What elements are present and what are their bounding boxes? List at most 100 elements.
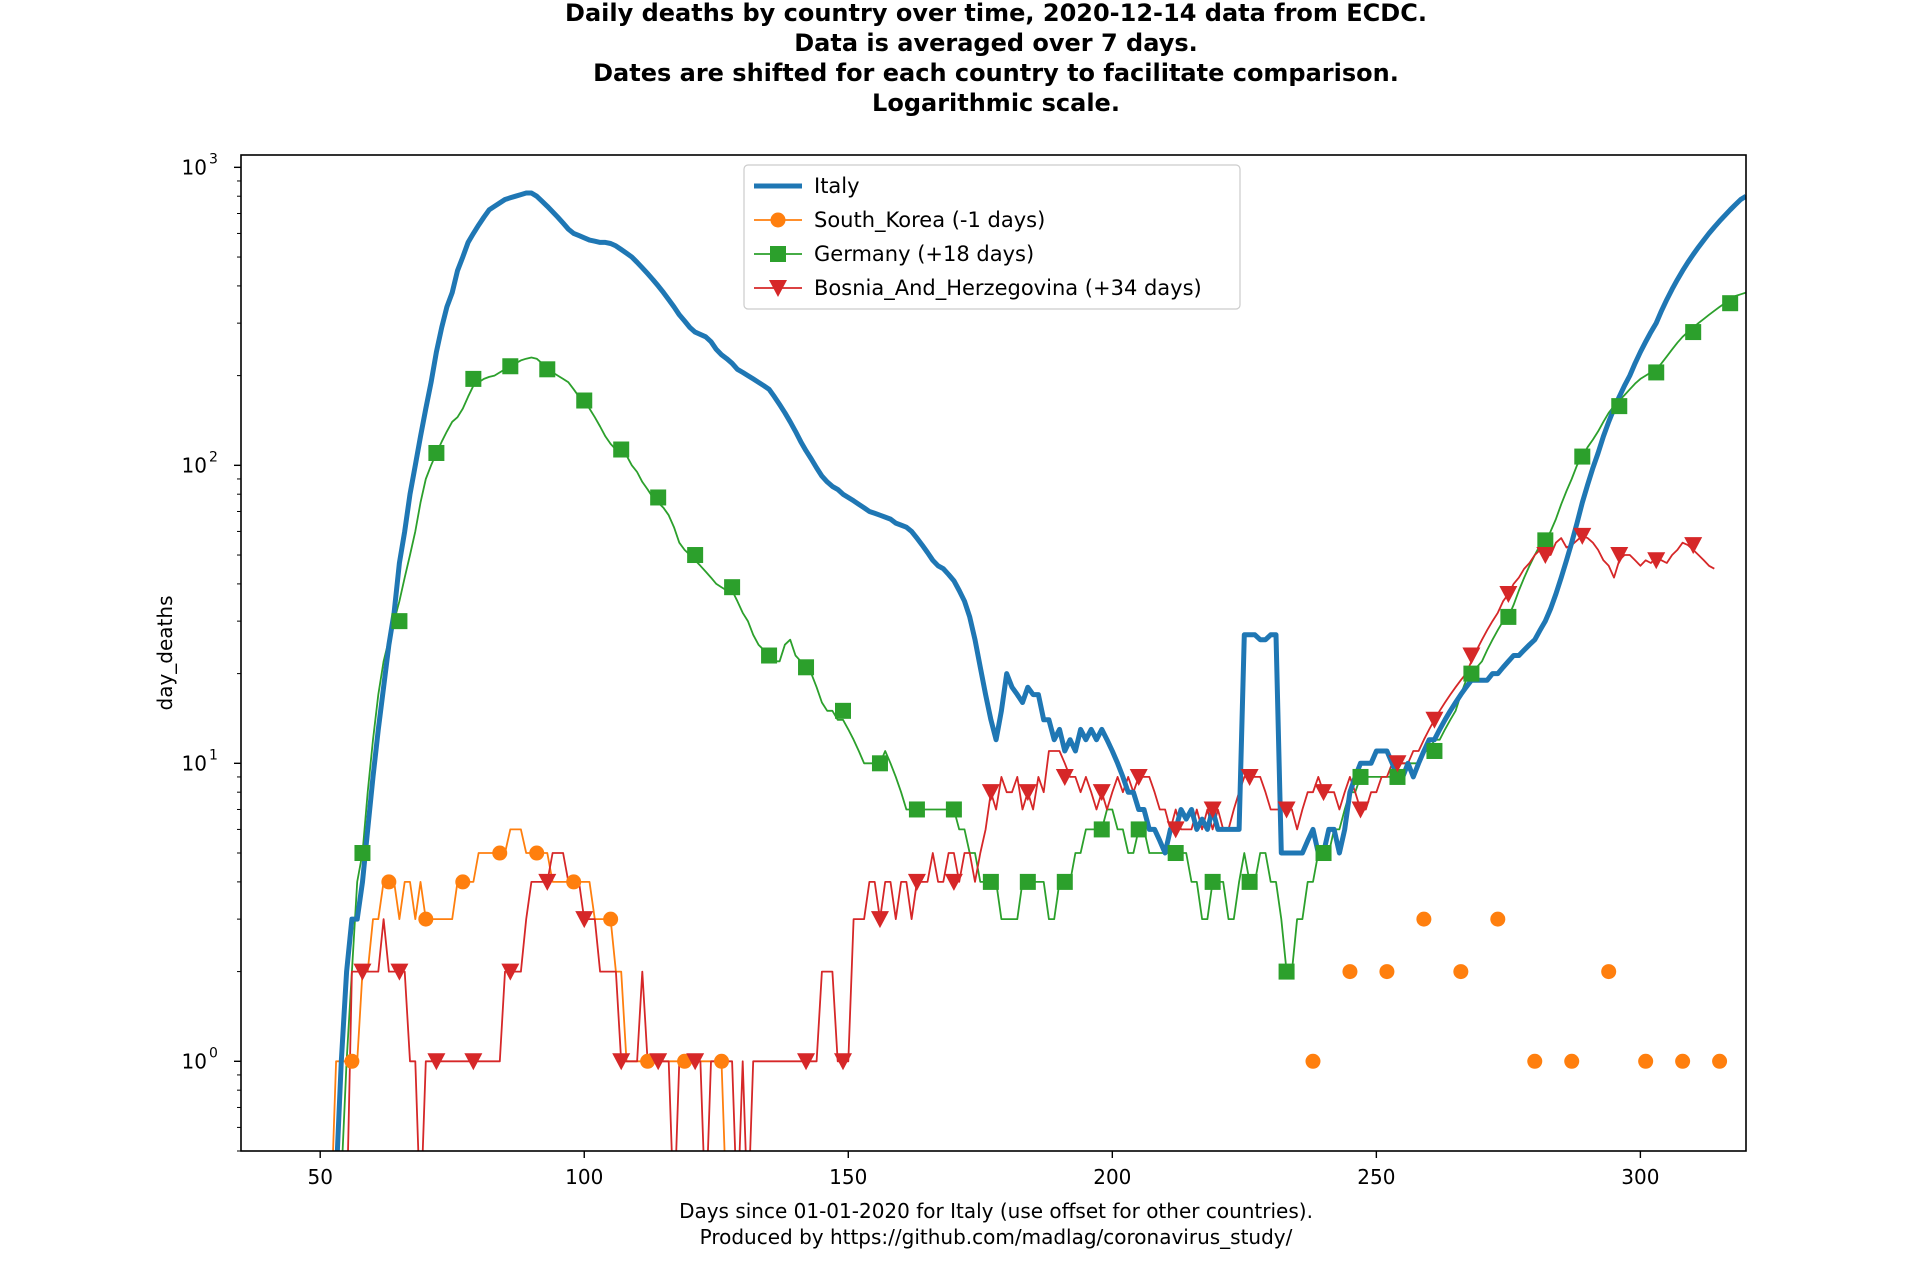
data-point-2-7 [613,441,630,458]
legend-marker-2 [770,246,786,262]
x-tick-label-2: 150 [829,1165,867,1189]
data-point-3-8 [649,1053,668,1071]
y-tick-exponent-3: 3 [209,151,218,167]
data-point-2-32 [1537,532,1554,549]
x-axis-ticks: 50 100 150 200 250 300 [307,1151,1659,1189]
data-point-3-17 [981,784,1000,802]
data-point-1-7 [603,911,619,927]
data-point-3-34 [1610,547,1629,565]
legend-label-2: Germany (+18 days) [814,242,1034,266]
data-point-3-36 [1684,537,1703,555]
data-point-3-18 [1018,784,1037,802]
y-tick-exponent-1: 1 [209,747,218,763]
title-line-4: Logarithmic scale. [872,89,1120,117]
legend-marker-3 [769,280,787,297]
title-line-1: Daily deaths by country over time, 2020-… [565,0,1427,27]
data-point-3-5 [538,873,557,891]
data-point-3-26 [1314,784,1333,802]
data-point-1-21 [1675,1053,1691,1069]
data-point-3-28 [1388,755,1407,773]
data-point-2-15 [908,801,925,818]
data-point-1-14 [1416,911,1432,927]
data-point-2-22 [1167,845,1184,862]
y-tick-exponent-0: 0 [209,1045,218,1061]
x-tick-label-0: 50 [307,1165,332,1189]
chart-title: Daily deaths by country over time, 2020-… [565,0,1427,117]
y-axis-label: day_deaths [153,596,177,711]
x-tick-label-5: 300 [1621,1165,1659,1189]
data-point-3-31 [1499,585,1518,603]
data-point-2-33 [1574,448,1591,465]
data-point-1-1 [381,874,397,890]
data-point-1-17 [1527,1053,1543,1069]
data-point-2-18 [1019,873,1036,890]
x-axis-label-line-2: Produced by https://github.com/madlag/co… [700,1225,1293,1249]
title-line-2: Data is averaged over 7 days. [794,29,1198,57]
legend: Italy South_Korea (-1 days) Germany (+18 d… [743,164,1241,310]
data-point-1-6 [566,874,582,890]
data-point-2-16 [945,801,962,818]
data-point-2-19 [1056,873,1073,890]
data-point-1-13 [1379,964,1395,980]
legend-label-3: Bosnia_And_Herzegovina (+34 days) [814,276,1202,301]
data-point-1-10 [714,1053,730,1069]
data-point-2-14 [871,755,888,772]
plot-frame [240,154,1747,1152]
y-tick-label-3: 10 [182,155,207,179]
data-point-1-4 [492,845,508,861]
data-point-2-24 [1241,873,1258,890]
legend-marker-1 [770,212,786,228]
x-tick-label-1: 100 [565,1165,603,1189]
data-point-3-30 [1462,647,1481,665]
data-point-1-16 [1490,911,1506,927]
data-point-2-17 [982,873,999,890]
data-point-2-21 [1130,821,1147,838]
data-point-1-11 [1305,1053,1321,1069]
data-point-3-12 [797,1053,816,1071]
data-point-2-30 [1463,665,1480,682]
data-point-3-33 [1573,527,1592,545]
data-point-2-3 [465,370,482,387]
data-point-2-36 [1685,324,1702,341]
data-point-3-3 [464,1053,483,1071]
data-point-2-8 [650,489,667,506]
data-point-3-20 [1092,784,1111,802]
data-point-2-6 [576,392,593,409]
data-point-2-5 [539,361,556,378]
data-point-1-20 [1638,1053,1654,1069]
data-point-1-2 [418,911,434,927]
data-point-1-22 [1712,1053,1728,1069]
data-point-1-8 [640,1053,656,1069]
data-point-3-32 [1536,547,1555,565]
title-line-3: Dates are shifted for each country to fa… [593,59,1399,87]
data-point-3-2 [427,1053,446,1071]
data-point-2-12 [798,659,815,676]
x-axis-label-line-1: Days since 01-01-2020 for Italy (use off… [679,1199,1313,1223]
data-point-3-15 [907,873,926,891]
data-point-3-23 [1203,801,1222,819]
series-line-0 [334,190,1746,1151]
legend-label-1: South_Korea (-1 days) [814,208,1045,233]
data-point-3-27 [1351,801,1370,819]
y-tick-exponent-2: 2 [209,449,218,465]
data-point-3-6 [575,911,594,929]
x-tick-label-4: 250 [1357,1165,1395,1189]
data-point-3-21 [1129,768,1148,786]
series-group [332,190,1746,1151]
data-point-1-9 [677,1053,693,1069]
data-point-3-25 [1277,801,1296,819]
data-point-3-0 [353,963,372,981]
data-point-2-13 [835,702,851,719]
data-point-3-19 [1055,768,1074,786]
data-point-3-29 [1425,711,1444,729]
data-point-2-23 [1204,873,1221,890]
data-point-2-25 [1278,963,1295,980]
data-point-2-9 [687,547,704,564]
data-point-2-31 [1500,608,1517,625]
data-point-2-27 [1352,768,1369,785]
series-line-2 [341,291,1746,1151]
data-point-3-4 [501,963,520,981]
